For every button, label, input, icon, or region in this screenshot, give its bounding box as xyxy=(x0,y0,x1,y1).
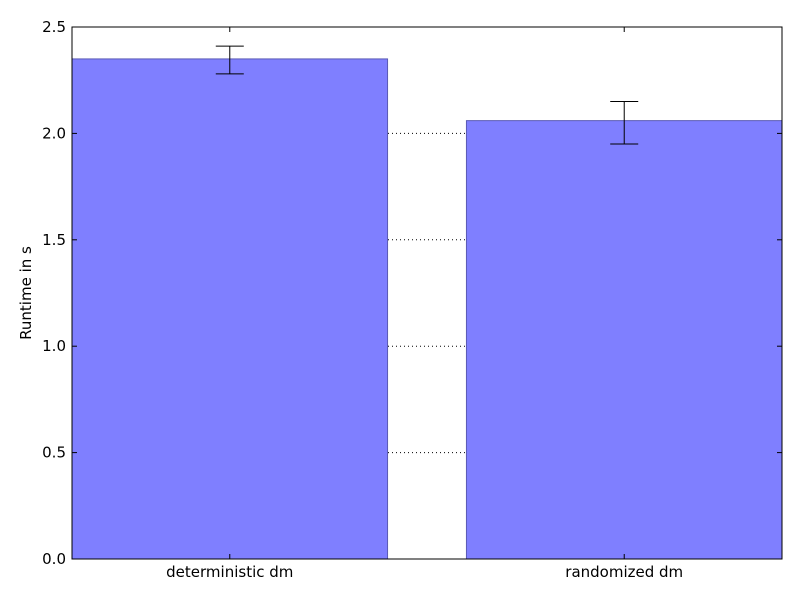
y-tick-label: 0.5 xyxy=(42,444,66,462)
bars xyxy=(71,58,783,560)
y-axis-label: Runtime in s xyxy=(17,246,35,340)
y-tick-label: 2.5 xyxy=(42,18,66,36)
plot-frame xyxy=(71,26,783,560)
bar xyxy=(71,58,389,560)
axis-ticks: 0.0 0.5 1.0 1.5 2.0 2.5 deterministic dm random… xyxy=(42,18,782,581)
error-bars xyxy=(215,45,639,145)
x-tick-label: deterministic dm xyxy=(166,563,293,581)
y-tick-label: 1.0 xyxy=(42,337,66,355)
y-tick-label: 1.5 xyxy=(42,231,66,249)
y-tick-label: 2.0 xyxy=(42,124,66,142)
y-tick-label: 0.0 xyxy=(42,550,66,568)
x-tick-label: randomized dm xyxy=(565,563,683,581)
bar xyxy=(465,120,783,560)
